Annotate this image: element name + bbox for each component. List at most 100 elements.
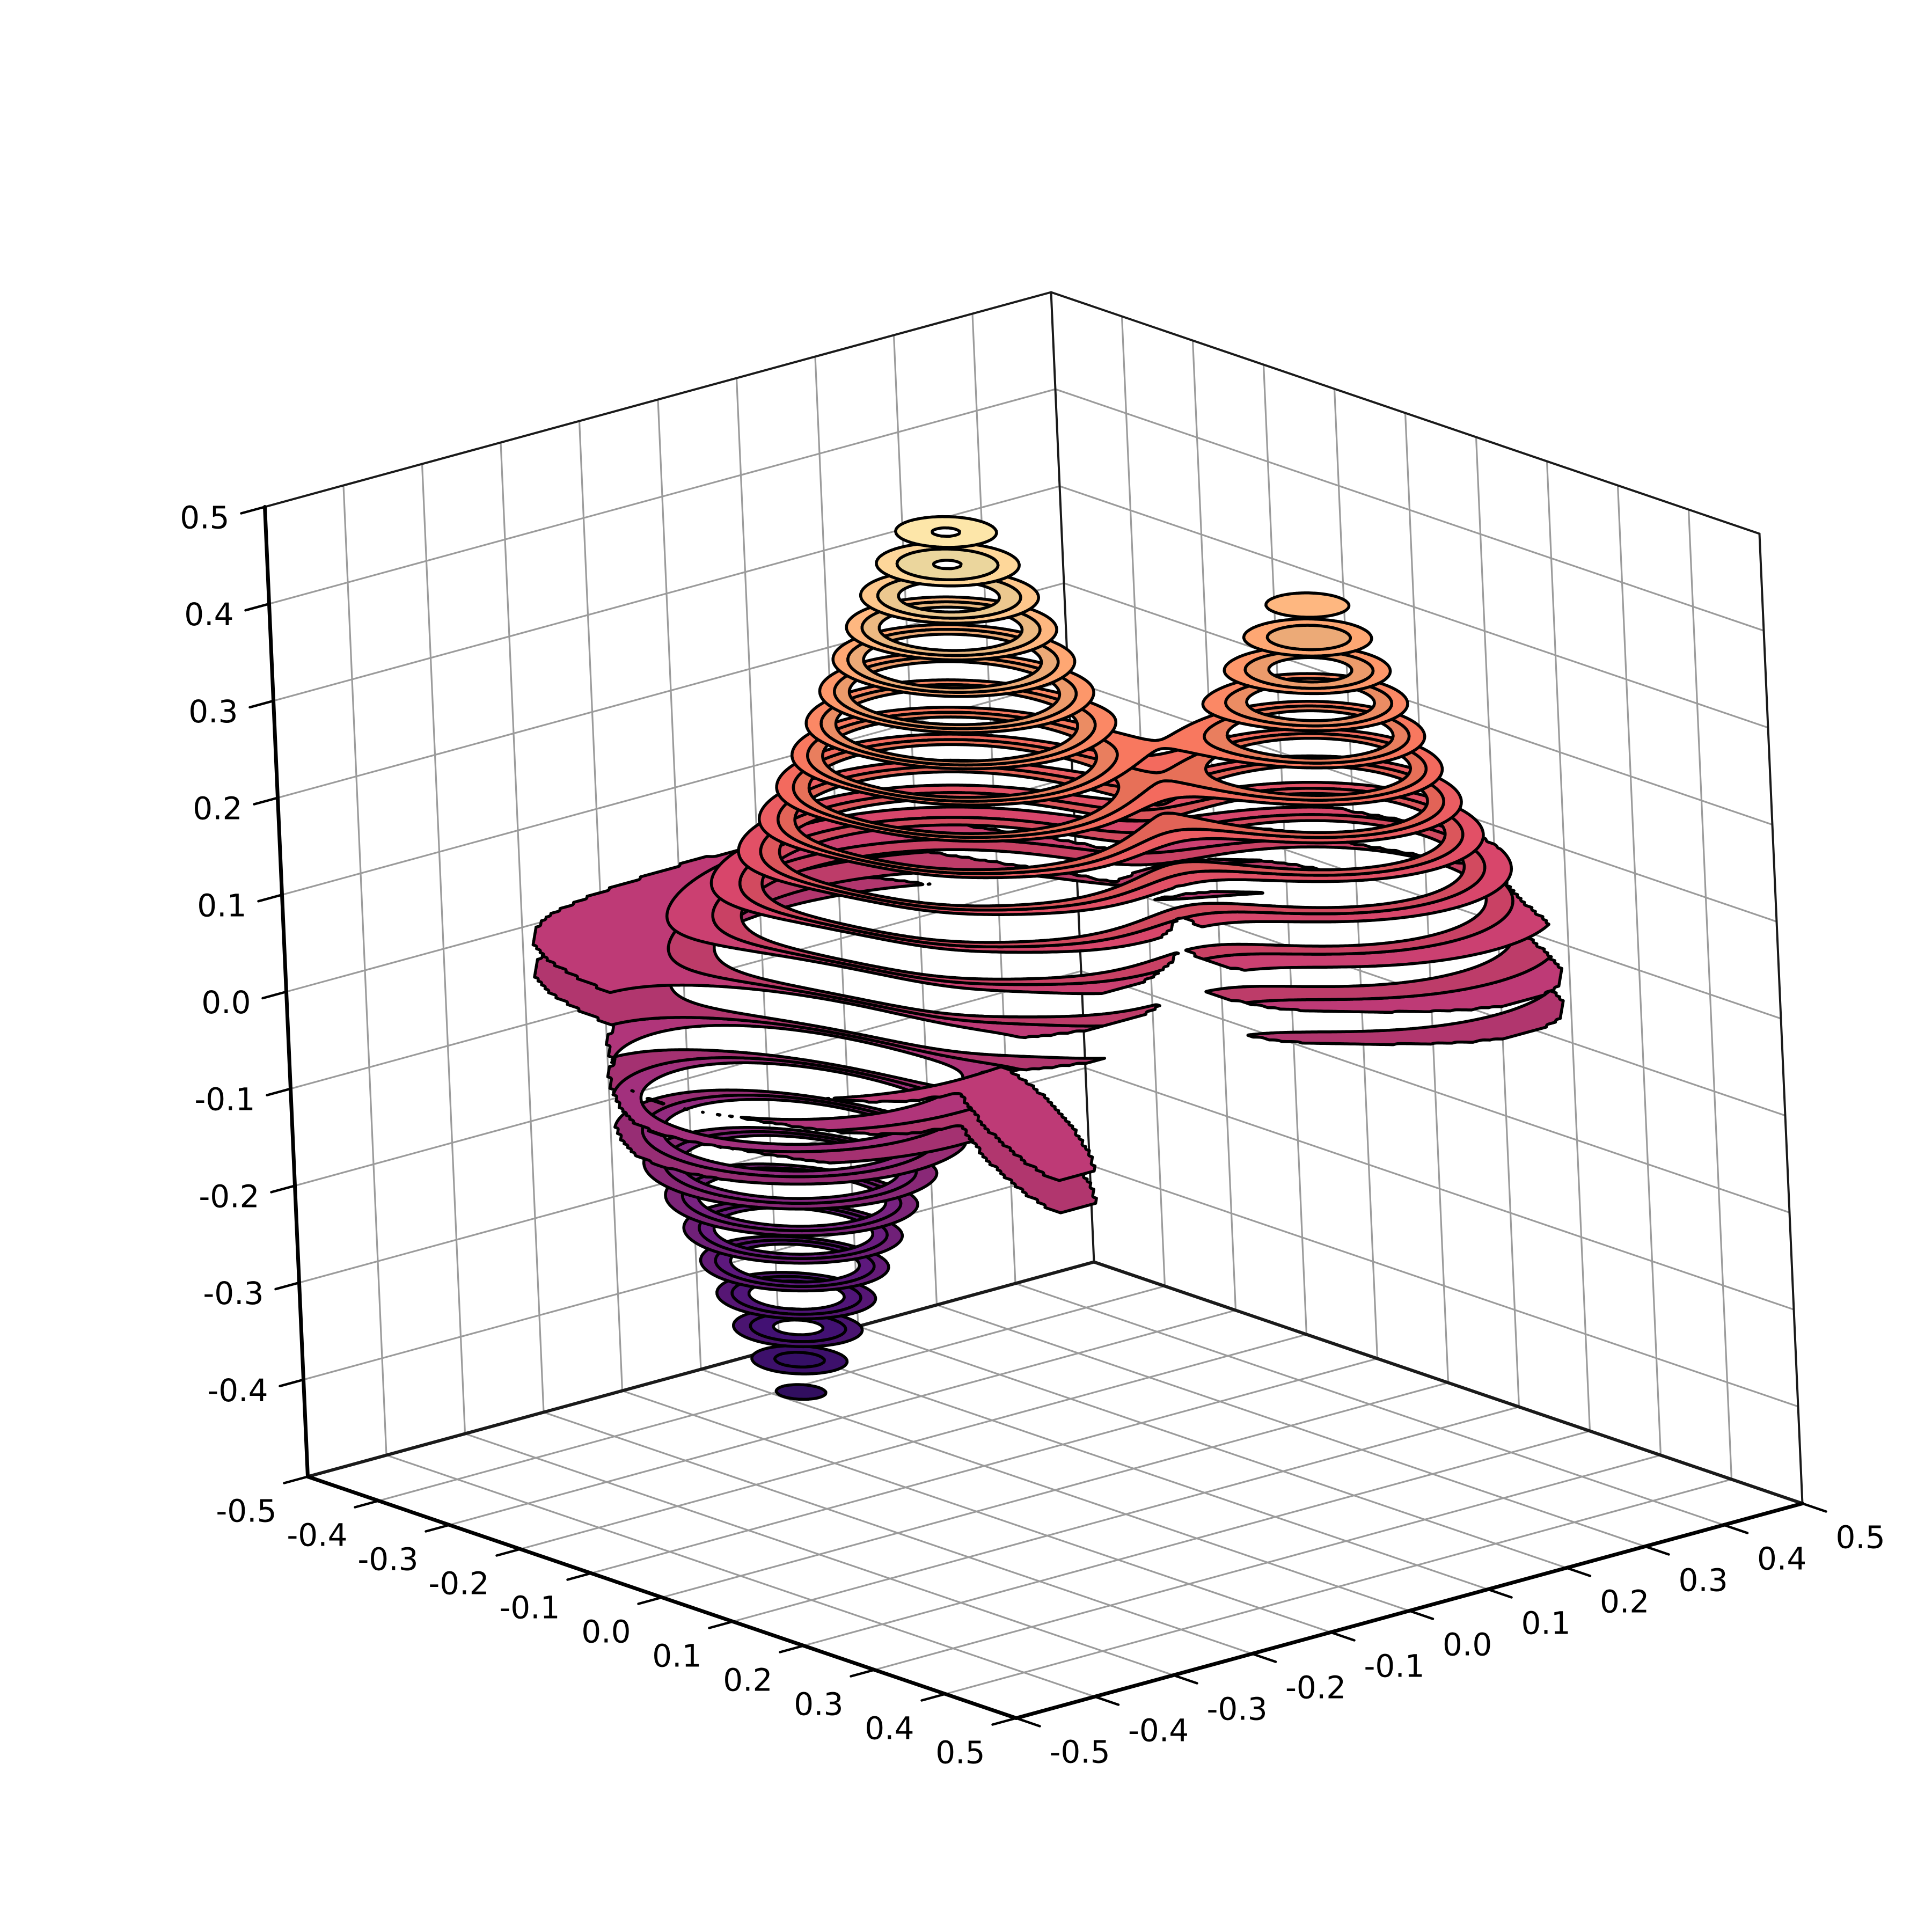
z-tick-mark <box>257 894 283 903</box>
x-tick-mark <box>708 1620 734 1629</box>
x-axis: -0.5 -0.4 -0.3 -0.2 -0.1 0.0 0.1 0.2 0.3 0.4 0.5 <box>216 1475 1018 1771</box>
z-tick-label: -0.2 <box>199 1178 259 1214</box>
grid-line <box>857 1325 1568 1569</box>
band-bottom-outline <box>774 1383 828 1401</box>
grid-line <box>935 1304 1646 1548</box>
x-tick-label: -0.5 <box>216 1493 276 1529</box>
x-tick-labels: -0.5 -0.4 -0.3 -0.2 -0.1 0.0 0.1 0.2 0.3 0.4 0.5 <box>216 1493 985 1771</box>
x-tick-mark <box>920 1693 947 1702</box>
band-bottom-outline <box>699 1234 890 1293</box>
grid-line <box>1088 1164 1799 1408</box>
contour-band <box>894 515 1000 581</box>
y-tick-mark <box>1487 1588 1513 1599</box>
y-tick-mark <box>1722 1524 1749 1534</box>
z-tick-label: 0.2 <box>193 791 242 827</box>
band-wall <box>759 756 1463 910</box>
x-tick-label: 0.4 <box>865 1710 914 1747</box>
pane-edge-right <box>1758 532 1804 1505</box>
x-ticks <box>283 1475 1018 1726</box>
z-tick-label: -0.3 <box>203 1275 264 1312</box>
y-tick-labels: -0.5 -0.4 -0.3 -0.2 -0.1 0.0 0.1 0.2 0.3 0.4 0.5 <box>1050 1519 1885 1770</box>
y-axis: -0.5 -0.4 -0.3 -0.2 -0.1 0.0 0.1 0.2 0.3 0.4 0.5 <box>1014 1502 1885 1770</box>
band-bottom-outline <box>642 1126 939 1211</box>
y-tick-mark <box>1801 1502 1827 1513</box>
grid-line <box>700 1368 1410 1612</box>
pane-edge-floor-left <box>306 1260 1096 1479</box>
x-tick-mark <box>354 1499 380 1509</box>
band-bottom-outline <box>613 1088 968 1186</box>
z-tick-mark <box>279 1378 305 1388</box>
grid-line <box>1084 1067 1795 1311</box>
band-bottom-outline <box>806 704 1411 803</box>
grid-line <box>1054 388 1765 632</box>
band-bottom-outline <box>819 677 1394 767</box>
grid-line <box>294 970 1082 1187</box>
pane-edges <box>264 291 1804 1505</box>
x-tick-mark <box>495 1548 522 1557</box>
x-tick-mark <box>779 1644 805 1653</box>
y-tick-label: 0.3 <box>1679 1562 1728 1599</box>
grid-line <box>385 1454 1096 1698</box>
band-top-face <box>894 515 998 549</box>
x-tick-label: -0.2 <box>428 1565 489 1602</box>
grid-line <box>1080 970 1791 1213</box>
y-tick-label: 0.4 <box>1757 1541 1806 1577</box>
contour-band <box>773 1351 828 1401</box>
band-bottom-outline <box>715 1271 877 1321</box>
y-tick-label: 0.2 <box>1600 1584 1649 1620</box>
z-tick-label: 0.3 <box>188 693 238 730</box>
y-tick-mark <box>1644 1545 1670 1556</box>
z-tick-mark <box>240 506 266 515</box>
z-tick-label: 0.0 <box>201 984 251 1021</box>
band-bottom-outline <box>846 624 1352 694</box>
band-bottom-outline <box>711 838 1514 986</box>
z-tick-mark <box>270 1184 296 1194</box>
contour-band <box>604 1016 1022 1165</box>
x-tick-label: 0.3 <box>794 1686 843 1723</box>
band-bottom-outline <box>895 547 1000 581</box>
pane-edge-floor-right <box>1092 1260 1804 1505</box>
x-tick-mark <box>425 1524 451 1533</box>
band-top-face <box>604 1016 1021 1132</box>
band-bottom-outline <box>738 813 1487 949</box>
grid-line <box>543 1411 1253 1655</box>
grid-line <box>1058 485 1769 729</box>
band-wall <box>738 782 1485 947</box>
grid-line <box>621 1389 1332 1634</box>
z-tick-mark <box>266 1087 292 1096</box>
grid-line <box>302 1164 1091 1381</box>
y-tick-label: 0.5 <box>1836 1519 1885 1556</box>
grid-line <box>268 388 1057 605</box>
band-bottom-outline <box>533 874 1565 1214</box>
y-tick-label: -0.1 <box>1364 1648 1425 1685</box>
y-tick-label: 0.1 <box>1521 1605 1571 1642</box>
y-tick-mark <box>1015 1717 1041 1728</box>
z-tick-label: -0.4 <box>207 1372 268 1409</box>
x-tick-mark <box>637 1596 663 1605</box>
y-tick-label: -0.4 <box>1128 1713 1189 1749</box>
y-tick-label: -0.3 <box>1207 1691 1268 1728</box>
y-tick-mark <box>1250 1652 1277 1663</box>
pane-edge-top-left <box>264 291 1052 508</box>
grid-line <box>1063 582 1774 826</box>
z-tick-label: 0.1 <box>197 887 246 924</box>
pane-edge-top-right <box>1050 291 1761 535</box>
y-tick-label: -0.5 <box>1050 1734 1110 1770</box>
surface-bands <box>531 515 1565 1401</box>
x-tick-label: -0.1 <box>499 1590 560 1626</box>
x-tick-label: 0.5 <box>935 1735 985 1771</box>
band-bottom-outline <box>792 732 1428 839</box>
z-tick-mark <box>253 796 279 806</box>
band-bottom-outline <box>759 787 1465 912</box>
z-tick-mark <box>274 1281 301 1291</box>
z-tick-mark <box>248 699 275 709</box>
z-tick-labels: -0.4 -0.3 -0.2 -0.1 0.0 0.1 0.2 0.3 0.4 0.5 <box>180 500 268 1409</box>
y-ticks <box>1015 1502 1827 1728</box>
band-bottom-outline <box>833 649 1375 730</box>
z-ticks <box>240 506 305 1388</box>
y-tick-mark <box>1329 1631 1356 1642</box>
grid-line <box>1014 1282 1725 1526</box>
y-tick-label: 0.0 <box>1443 1627 1492 1663</box>
